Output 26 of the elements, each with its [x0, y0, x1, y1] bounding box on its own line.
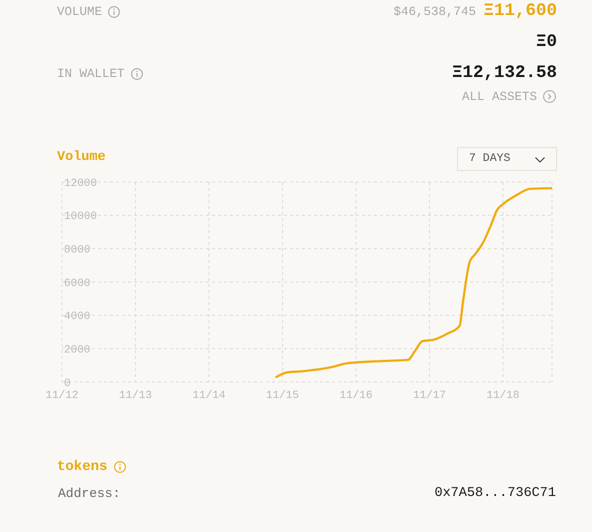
x-tick-label: 11/15 [266, 390, 300, 402]
x-tick-label: 11/18 [486, 390, 520, 402]
x-tick-label: 11/12 [45, 390, 79, 402]
text: VOLUME [57, 4, 102, 20]
text: $46,538,745 [393, 4, 476, 20]
y-tick-label: 8000 [64, 244, 90, 257]
dropdown: 7 DAYS [457, 147, 557, 171]
text: Ξ0 [536, 30, 557, 54]
y-tick-label: 10000 [64, 211, 98, 224]
text: Ξ12,132.58 [452, 62, 557, 84]
x-tick-label: 11/17 [412, 390, 446, 402]
text: 0x7A58...736C71 [434, 485, 556, 503]
text: Ξ11,600 [483, 0, 557, 22]
text: tokens [57, 458, 108, 476]
y-tick-label: 2000 [64, 344, 90, 357]
y-tick-label: 0 [64, 378, 71, 390]
text: Address: [58, 486, 120, 502]
x-tick-label: 11/16 [339, 390, 373, 402]
x-tick-label: 11/13 [118, 390, 152, 402]
text: IN WALLET [57, 66, 125, 82]
y-tick-label: 6000 [64, 278, 90, 290]
chart-title: Volume [57, 149, 106, 167]
text: ALL ASSETS [462, 88, 537, 106]
x-tick-label: 11/14 [192, 390, 226, 402]
y-tick-label: 12000 [64, 178, 98, 190]
y-tick-label: 4000 [64, 311, 90, 324]
